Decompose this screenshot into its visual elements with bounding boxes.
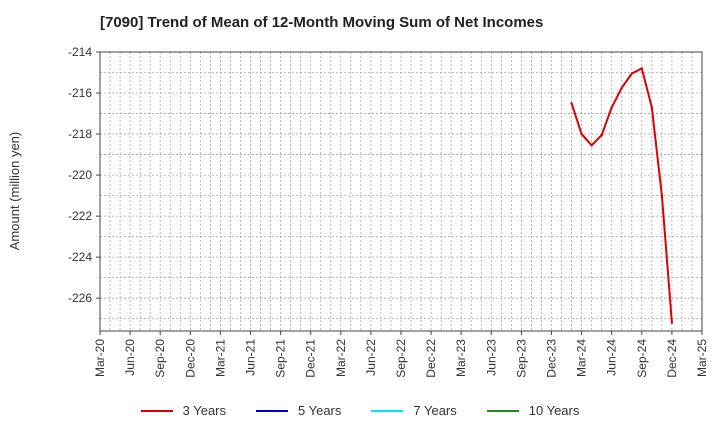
legend-label: 7 Years xyxy=(413,403,457,418)
y-axis: -214 -216 -218 -220 -222 -224 -226 xyxy=(68,45,100,305)
x-tick-label: Sep-20 xyxy=(153,339,167,378)
x-tick-label: Sep-21 xyxy=(274,339,288,378)
legend-label: 10 Years xyxy=(528,403,580,418)
data-point xyxy=(660,194,664,197)
y-tick-label: -226 xyxy=(68,291,92,305)
x-tick-label: Jun-23 xyxy=(484,339,498,376)
data-point xyxy=(590,144,593,147)
y-tick-label: -220 xyxy=(68,168,92,182)
legend-swatch xyxy=(371,409,404,412)
y-tick-label: -224 xyxy=(68,250,92,264)
x-tick-label: Mar-21 xyxy=(213,339,227,377)
data-point xyxy=(650,106,654,109)
grid xyxy=(100,52,702,331)
x-tick-label: Jun-21 xyxy=(244,339,258,376)
chart-title: [7090] Trend of Mean of 12-Month Moving … xyxy=(100,14,544,31)
data-point xyxy=(570,102,573,105)
data-point xyxy=(670,321,674,324)
x-tick-label: Dec-22 xyxy=(424,339,438,378)
x-tick-label: Mar-25 xyxy=(695,339,709,377)
y-tick-label: -216 xyxy=(68,86,92,100)
x-tick-label: Dec-23 xyxy=(545,339,559,378)
x-tick-label: Dec-24 xyxy=(665,339,679,378)
x-axis: Mar-20 Jun-20 Sep-20 Dec-20 Mar-21 Jun-21 Sep-… xyxy=(93,331,709,378)
x-tick-label: Mar-20 xyxy=(93,339,107,377)
legend-label: 3 Years xyxy=(182,403,226,418)
x-tick-label: Jun-24 xyxy=(605,339,619,376)
legend-swatch xyxy=(486,409,519,412)
x-tick-label: Dec-21 xyxy=(304,339,318,378)
series-layer xyxy=(570,67,674,324)
x-tick-label: Mar-22 xyxy=(334,339,348,377)
legend-swatch xyxy=(140,409,173,412)
data-point xyxy=(580,132,583,136)
data-point xyxy=(600,133,603,137)
y-tick-label: -218 xyxy=(68,127,92,141)
y-tick-label: -222 xyxy=(68,209,92,223)
legend-swatch xyxy=(256,409,288,412)
y-tick-label: -214 xyxy=(68,45,92,59)
legend-item-7-years: 7 Years xyxy=(365,403,462,418)
data-point xyxy=(610,106,613,109)
x-tick-label: Mar-24 xyxy=(575,339,589,377)
legend-item-10-years: 10 Years xyxy=(481,403,586,418)
legend: 3 Years 5 Years 7 Years 10 Years xyxy=(0,403,720,418)
legend-item-3-years: 3 Years xyxy=(135,403,232,418)
x-tick-label: Sep-23 xyxy=(514,339,528,378)
x-tick-label: Mar-23 xyxy=(454,339,468,377)
data-point xyxy=(640,67,643,70)
y-axis-label: Amount (million yen) xyxy=(7,132,22,251)
data-point xyxy=(630,72,633,75)
legend-item-5-years: 5 Years xyxy=(250,403,347,418)
x-tick-label: Jun-20 xyxy=(123,339,137,376)
x-tick-label: Sep-24 xyxy=(635,339,649,378)
legend-label: 5 Years xyxy=(298,403,342,418)
x-tick-label: Dec-20 xyxy=(183,339,197,378)
x-tick-label: Sep-22 xyxy=(394,339,408,378)
data-point xyxy=(620,86,623,90)
x-tick-label: Jun-22 xyxy=(364,339,378,376)
